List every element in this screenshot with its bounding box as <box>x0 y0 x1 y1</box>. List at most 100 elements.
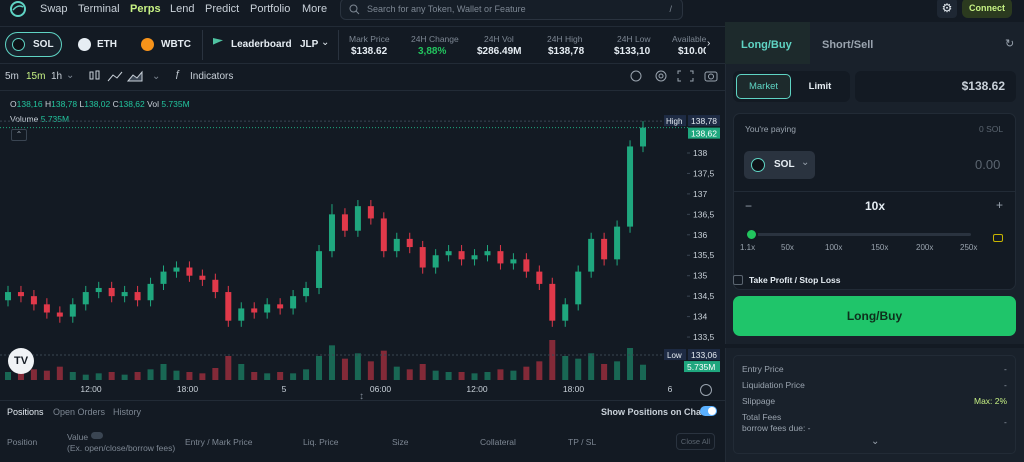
flag-icon <box>213 38 223 45</box>
volume-bar <box>445 372 452 380</box>
volume-tag-bg <box>684 361 720 373</box>
token-icon <box>12 38 25 51</box>
token-select[interactable]: SOL ⌄ <box>744 151 815 179</box>
nav-item[interactable]: Portfolio <box>250 3 291 15</box>
stat-value: $138,78 <box>548 46 585 57</box>
legend-key: O <box>10 99 17 109</box>
volume-bar <box>549 340 556 380</box>
slider-track[interactable] <box>745 233 971 236</box>
interval[interactable]: 15m <box>26 71 46 82</box>
candle-body <box>393 238 400 252</box>
column-header: Liq. Price <box>303 437 339 447</box>
detail-label: Slippage <box>742 396 776 406</box>
pay-card <box>733 113 1016 290</box>
dropdown-caret[interactable]: ⌄ <box>66 70 75 81</box>
candle-body <box>121 292 128 297</box>
submit-button[interactable]: Long/Buy <box>733 296 1016 336</box>
positions-tab[interactable]: Positions <box>7 407 44 417</box>
logo[interactable] <box>10 1 26 17</box>
search-shortcut: / <box>669 4 672 14</box>
token-name[interactable]: JLP <box>300 39 319 50</box>
toggle[interactable] <box>700 406 717 416</box>
lock-icon[interactable] <box>993 234 1003 242</box>
positions-tab[interactable]: Open Orders <box>53 407 106 417</box>
divider <box>0 90 725 91</box>
collapse-button[interactable]: ⌃ <box>11 129 27 141</box>
token-name: SOL <box>33 39 54 50</box>
mode-button[interactable]: Market <box>736 74 791 99</box>
token-name[interactable]: WBTC <box>161 39 191 50</box>
indicators-button[interactable]: Indicators <box>190 71 234 82</box>
nav-item[interactable]: Swap <box>40 3 68 15</box>
candle-body <box>43 304 50 313</box>
token-name[interactable]: ETH <box>97 39 117 50</box>
x-tick-label: 18:00 <box>177 384 199 394</box>
leverage-mark: 1.1x <box>740 243 756 252</box>
search-icon <box>349 4 360 15</box>
checkbox[interactable] <box>733 275 743 285</box>
tab-active-bg <box>725 22 810 64</box>
amount-input[interactable]: 0.00 <box>975 157 1001 172</box>
column-header: Collateral <box>480 437 516 447</box>
details-card <box>733 355 1016 454</box>
side-tab[interactable]: Long/Buy <box>741 39 792 51</box>
detail-label: Entry Price <box>742 364 784 374</box>
volume-bar <box>588 353 595 380</box>
candle-body <box>614 226 621 260</box>
candle-body <box>303 287 310 297</box>
candle-body <box>108 287 115 297</box>
high-value-bg <box>688 115 720 127</box>
scroll-arrow[interactable]: › <box>707 38 711 49</box>
volume-bar <box>173 370 180 380</box>
positions-tab[interactable]: History <box>113 407 142 417</box>
volume-bar <box>523 366 530 380</box>
nav-item[interactable]: Perps <box>130 3 161 15</box>
leaderboard-link[interactable]: Leaderboard <box>231 39 292 50</box>
token-bar <box>0 26 725 64</box>
search-box[interactable]: Search for any Token, Wallet or Feature … <box>340 0 683 20</box>
tv-logo[interactable]: TV <box>8 348 34 374</box>
column-header: Entry / Mark Price <box>185 437 253 447</box>
volume-bar <box>108 372 115 380</box>
y-tick-label: 135,5 <box>693 250 715 260</box>
volume-bar <box>303 369 310 380</box>
expand-caret[interactable]: ⌄ <box>871 436 880 447</box>
resize-handle[interactable]: ↕ <box>359 391 364 402</box>
y-tick-label: 138 <box>693 148 707 158</box>
stat-value: $133,10 <box>614 46 651 57</box>
slider-thumb[interactable] <box>745 228 758 241</box>
settings-button[interactable]: ⚙ <box>937 0 957 18</box>
leverage-mark: 200x <box>916 243 934 252</box>
candle-body <box>134 292 141 301</box>
increase-button[interactable]: + <box>996 198 1004 212</box>
connect-button[interactable]: Connect <box>962 0 1012 18</box>
interval[interactable]: 1h <box>51 71 63 82</box>
refresh-icon[interactable]: ↻ <box>1005 38 1015 50</box>
candle-body <box>588 238 595 272</box>
volume-bar <box>432 370 439 380</box>
volume-bar <box>484 372 491 380</box>
nav-item[interactable]: Terminal <box>78 3 120 15</box>
stat-label: 24H Vol <box>484 34 514 44</box>
y-tick-label: 136 <box>693 230 707 240</box>
legend-key: H <box>45 99 52 109</box>
side-tab[interactable]: Short/Sell <box>822 39 874 51</box>
chart-tools[interactable] <box>628 68 720 84</box>
decrease-button[interactable]: − <box>745 199 753 213</box>
low-value: 133,06 <box>691 350 717 360</box>
close-all-button[interactable]: Close All <box>676 433 715 450</box>
token-tab[interactable]: SOL <box>5 32 62 57</box>
nav-item[interactable]: More <box>302 3 328 15</box>
interval[interactable]: 5m <box>5 71 19 82</box>
toggle[interactable] <box>91 432 103 439</box>
mode-button[interactable]: Limit <box>808 81 832 92</box>
nav-item[interactable]: Predict <box>205 3 240 15</box>
candle-body <box>432 255 439 268</box>
chart-style-icons[interactable]: ⌄ <box>88 69 168 83</box>
nav-item[interactable]: Lend <box>170 3 195 15</box>
chart-settings[interactable] <box>700 384 712 396</box>
stat-value: $138.62 <box>351 46 388 57</box>
volume-bar <box>160 364 167 380</box>
stat-label: 24H Low <box>617 34 651 44</box>
